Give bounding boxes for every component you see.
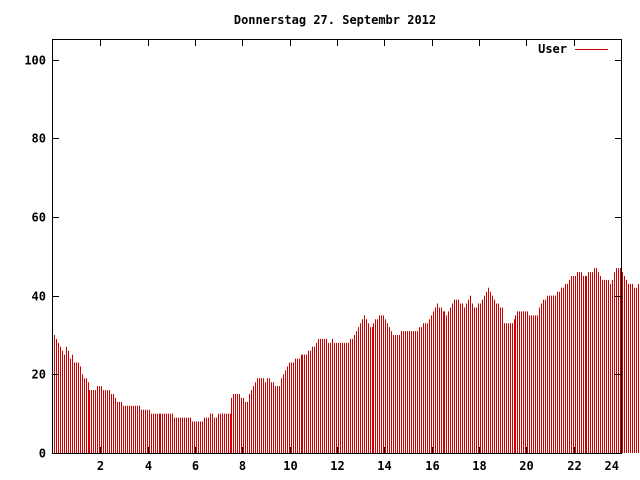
- x-tick-label: 6: [192, 459, 199, 473]
- y-tick-label: 40: [32, 290, 46, 304]
- x-tick-label: 18: [472, 459, 486, 473]
- x-tick-label: 22: [567, 459, 581, 473]
- x-tick-label: 8: [239, 459, 246, 473]
- plot-frame: [52, 39, 622, 454]
- chart-title: Donnerstag 27. Septembr 2012: [234, 13, 436, 27]
- legend: User: [538, 42, 608, 56]
- x-tick-label: 12: [330, 459, 344, 473]
- y-tick-label: 80: [32, 132, 46, 146]
- x-tick-label: 20: [519, 459, 533, 473]
- axis-ticks: [53, 40, 622, 454]
- x-tick-label: 4: [145, 459, 152, 473]
- legend-label: User: [538, 42, 567, 56]
- x-tick-label: 16: [425, 459, 439, 473]
- bar-series: [54, 268, 639, 453]
- y-tick-label: 20: [32, 368, 46, 382]
- x-tick-label: 24: [605, 459, 619, 473]
- x-tick-label: 10: [283, 459, 297, 473]
- y-tick-label: 100: [24, 54, 46, 68]
- x-tick-label: 2: [97, 459, 104, 473]
- x-tick-label: 14: [377, 459, 391, 473]
- y-tick-label: 0: [39, 447, 46, 461]
- y-tick-label: 60: [32, 211, 46, 225]
